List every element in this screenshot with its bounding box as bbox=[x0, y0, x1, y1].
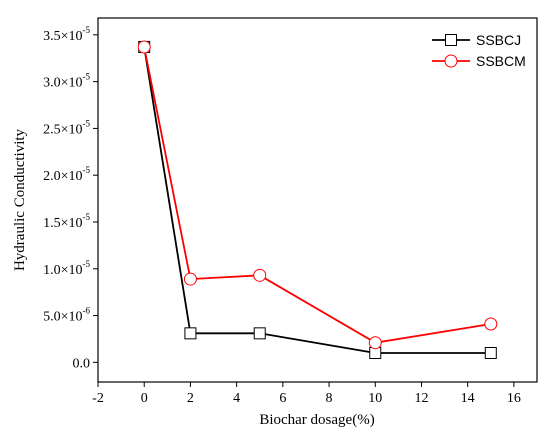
y-tick-mantissa: 2.0×10 bbox=[43, 169, 82, 184]
y-tick-exponent: -5 bbox=[83, 118, 91, 128]
x-tick-label: 4 bbox=[233, 391, 240, 406]
y-tick-mantissa: 3.0×10 bbox=[43, 76, 82, 91]
data-point bbox=[253, 327, 266, 340]
x-axis-title: Biochar dosage(%) bbox=[259, 412, 374, 428]
series-layer bbox=[137, 40, 498, 359]
legend-item-ssbcm: SSBCM bbox=[432, 53, 526, 69]
y-tick-label: 5.0×10-6 bbox=[43, 306, 90, 325]
y-tick-mantissa: 1.0×10 bbox=[43, 263, 82, 278]
x-tick-label: 10 bbox=[368, 391, 382, 406]
y-tick-exponent: -6 bbox=[83, 306, 91, 316]
x-axis-ticks: -2 0 2 4 6 8 10 12 14 16 bbox=[92, 382, 521, 406]
data-point bbox=[137, 40, 151, 54]
y-axis-ticks: 0.05.0×10-61.0×10-51.5×10-52.0×10-52.5×1… bbox=[43, 25, 98, 371]
legend-marker bbox=[445, 34, 457, 46]
y-tick-label: 0.0 bbox=[73, 356, 91, 371]
legend-item-ssbcj: SSBCJ bbox=[432, 32, 521, 48]
y-tick-exponent: -5 bbox=[83, 72, 91, 82]
y-tick-label: 3.0×10-5 bbox=[43, 72, 90, 91]
y-tick-label: 3.5×10-5 bbox=[43, 25, 90, 44]
x-tick-label: 14 bbox=[461, 391, 475, 406]
y-tick-exponent: -5 bbox=[83, 165, 91, 175]
y-tick-label: 1.5×10-5 bbox=[43, 212, 90, 231]
data-point bbox=[484, 346, 497, 359]
legend-label: SSBCJ bbox=[476, 32, 521, 48]
y-tick-mantissa: 5.0×10 bbox=[43, 310, 82, 325]
x-tick-label: -2 bbox=[92, 391, 104, 406]
x-tick-label: 16 bbox=[507, 391, 521, 406]
y-tick-label: 2.0×10-5 bbox=[43, 165, 90, 184]
data-point bbox=[253, 268, 267, 282]
x-tick-label: 6 bbox=[279, 391, 286, 406]
y-tick-label: 2.5×10-5 bbox=[43, 118, 90, 137]
data-point bbox=[368, 336, 382, 350]
x-tick-label: 0 bbox=[141, 391, 148, 406]
y-tick-mantissa: 2.5×10 bbox=[43, 122, 82, 137]
y-tick-mantissa: 1.5×10 bbox=[43, 216, 82, 231]
y-tick-exponent: -5 bbox=[83, 212, 91, 222]
data-point bbox=[484, 317, 498, 331]
x-tick-label: 2 bbox=[187, 391, 194, 406]
y-tick-exponent: -5 bbox=[83, 259, 91, 269]
y-tick-exponent: -5 bbox=[83, 25, 91, 35]
x-tick-label: 8 bbox=[326, 391, 333, 406]
data-point bbox=[184, 327, 197, 340]
legend-marker bbox=[444, 54, 458, 68]
x-tick-label: 12 bbox=[414, 391, 428, 406]
series-ssbcm bbox=[137, 40, 498, 350]
y-tick-label: 1.0×10-5 bbox=[43, 259, 90, 278]
data-point bbox=[183, 272, 197, 286]
legend: SSBCJ SSBCM bbox=[432, 32, 526, 69]
y-axis-title: Hydraulic Conductivity bbox=[12, 128, 28, 271]
y-tick-mantissa: 3.5×10 bbox=[43, 29, 82, 44]
legend-label: SSBCM bbox=[476, 53, 526, 69]
y-tick-mantissa: 0.0 bbox=[73, 356, 91, 371]
plot-frame bbox=[97, 17, 538, 383]
